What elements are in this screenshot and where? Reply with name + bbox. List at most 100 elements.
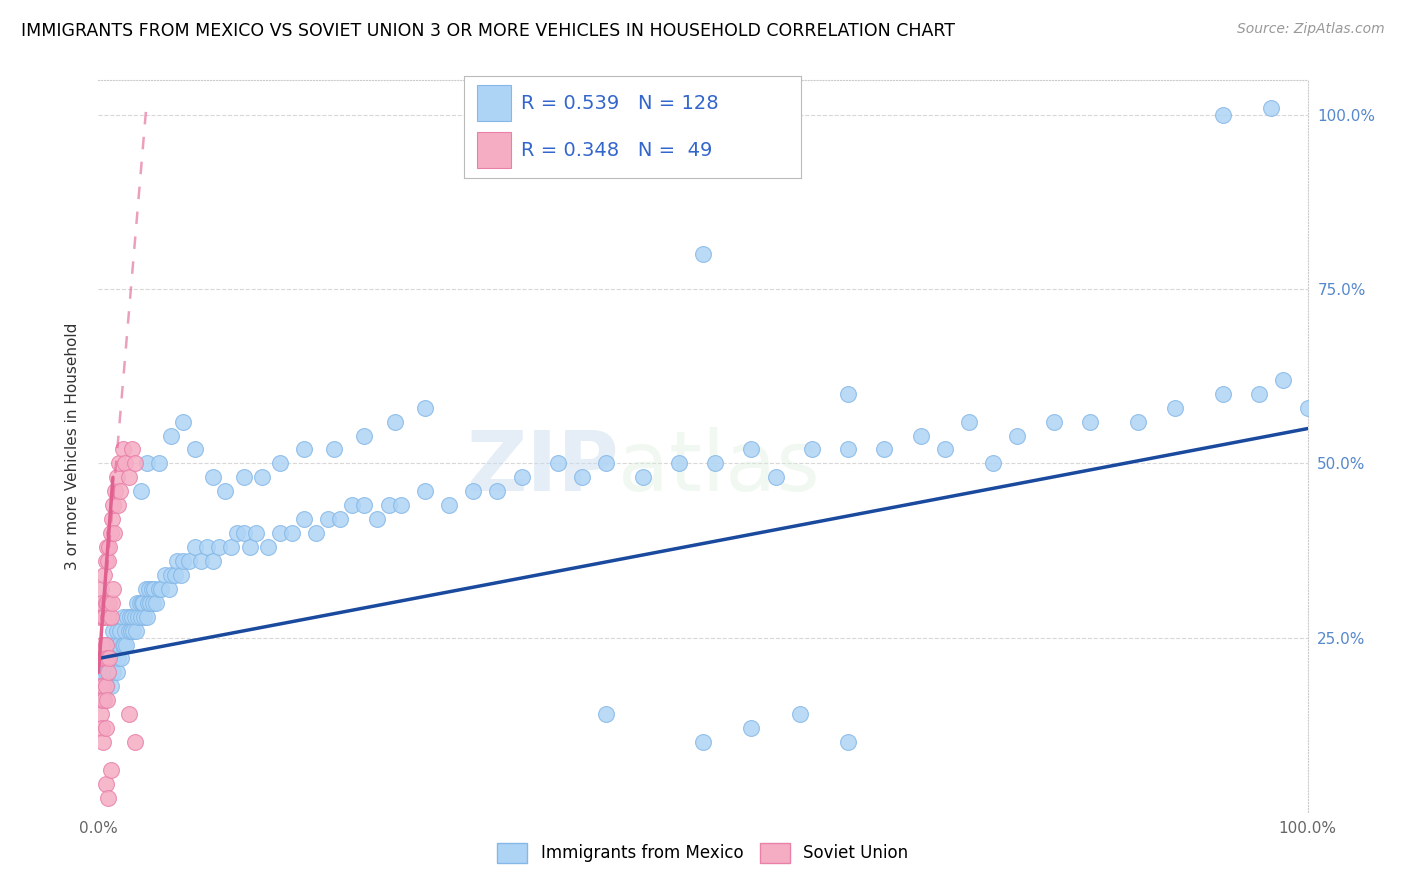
- Point: [124, 609, 146, 624]
- Point: [89, 609, 111, 624]
- Point: [105, 470, 128, 484]
- Point: [668, 457, 690, 471]
- Point: [94, 554, 117, 568]
- Point: [138, 582, 160, 596]
- Point: [172, 554, 194, 568]
- Point: [101, 498, 124, 512]
- Point: [910, 428, 932, 442]
- Point: [101, 624, 124, 638]
- Point: [740, 442, 762, 457]
- Point: [94, 679, 117, 693]
- Point: [100, 526, 122, 541]
- Point: [184, 540, 207, 554]
- Point: [239, 540, 262, 554]
- Point: [195, 540, 218, 554]
- Point: [97, 609, 120, 624]
- Point: [97, 665, 120, 680]
- Point: [101, 582, 124, 596]
- Point: [108, 484, 131, 499]
- Point: [114, 624, 136, 638]
- Point: [141, 582, 163, 596]
- Point: [510, 470, 533, 484]
- Point: [413, 484, 436, 499]
- Point: [100, 609, 122, 624]
- Point: [90, 582, 112, 596]
- Point: [934, 442, 956, 457]
- Point: [91, 693, 114, 707]
- Point: [93, 693, 115, 707]
- Point: [107, 651, 129, 665]
- Point: [232, 470, 254, 484]
- Point: [132, 596, 155, 610]
- Point: [269, 457, 291, 471]
- Point: [1212, 108, 1234, 122]
- Point: [150, 582, 173, 596]
- Point: [135, 609, 157, 624]
- Point: [486, 484, 509, 499]
- Point: [112, 638, 135, 652]
- Point: [437, 498, 460, 512]
- Point: [129, 484, 152, 499]
- Point: [837, 386, 859, 401]
- Point: [704, 457, 727, 471]
- Point: [292, 442, 315, 457]
- Point: [111, 442, 134, 457]
- Point: [166, 554, 188, 568]
- Point: [765, 470, 787, 484]
- Point: [190, 554, 212, 568]
- Point: [90, 651, 112, 665]
- Text: ZIP: ZIP: [465, 427, 619, 508]
- Point: [94, 665, 117, 680]
- Point: [692, 247, 714, 261]
- Bar: [478, 132, 512, 168]
- Point: [316, 512, 339, 526]
- Point: [115, 638, 138, 652]
- Point: [226, 526, 249, 541]
- Point: [100, 638, 122, 652]
- Point: [93, 651, 115, 665]
- Point: [111, 609, 134, 624]
- Point: [208, 540, 231, 554]
- Point: [1078, 415, 1101, 429]
- Point: [136, 596, 159, 610]
- Point: [127, 609, 149, 624]
- Point: [179, 554, 201, 568]
- Point: [125, 624, 148, 638]
- Point: [245, 526, 267, 541]
- Point: [366, 512, 388, 526]
- Point: [91, 651, 114, 665]
- Point: [256, 540, 278, 554]
- Point: [1212, 386, 1234, 401]
- Point: [94, 777, 117, 791]
- Point: [93, 567, 115, 582]
- Text: Source: ZipAtlas.com: Source: ZipAtlas.com: [1237, 22, 1385, 37]
- Point: [97, 554, 120, 568]
- Point: [91, 735, 114, 749]
- Point: [342, 498, 364, 512]
- Point: [1260, 101, 1282, 115]
- Point: [114, 457, 136, 471]
- Point: [118, 609, 141, 624]
- Point: [1296, 401, 1319, 415]
- Point: [105, 624, 128, 638]
- Point: [269, 526, 291, 541]
- Point: [169, 567, 191, 582]
- Point: [118, 707, 141, 722]
- Point: [89, 679, 111, 693]
- Text: IMMIGRANTS FROM MEXICO VS SOVIET UNION 3 OR MORE VEHICLES IN HOUSEHOLD CORRELATI: IMMIGRANTS FROM MEXICO VS SOVIET UNION 3…: [21, 22, 955, 40]
- Point: [873, 442, 896, 457]
- Point: [104, 484, 127, 499]
- Point: [692, 735, 714, 749]
- Point: [221, 540, 243, 554]
- Point: [124, 735, 146, 749]
- Point: [91, 665, 114, 680]
- Point: [384, 415, 406, 429]
- Point: [1272, 373, 1295, 387]
- Point: [353, 428, 375, 442]
- Point: [413, 401, 436, 415]
- Point: [1128, 415, 1150, 429]
- Point: [90, 707, 112, 722]
- Point: [184, 442, 207, 457]
- Point: [111, 638, 134, 652]
- Text: R = 0.348   N =  49: R = 0.348 N = 49: [522, 141, 713, 161]
